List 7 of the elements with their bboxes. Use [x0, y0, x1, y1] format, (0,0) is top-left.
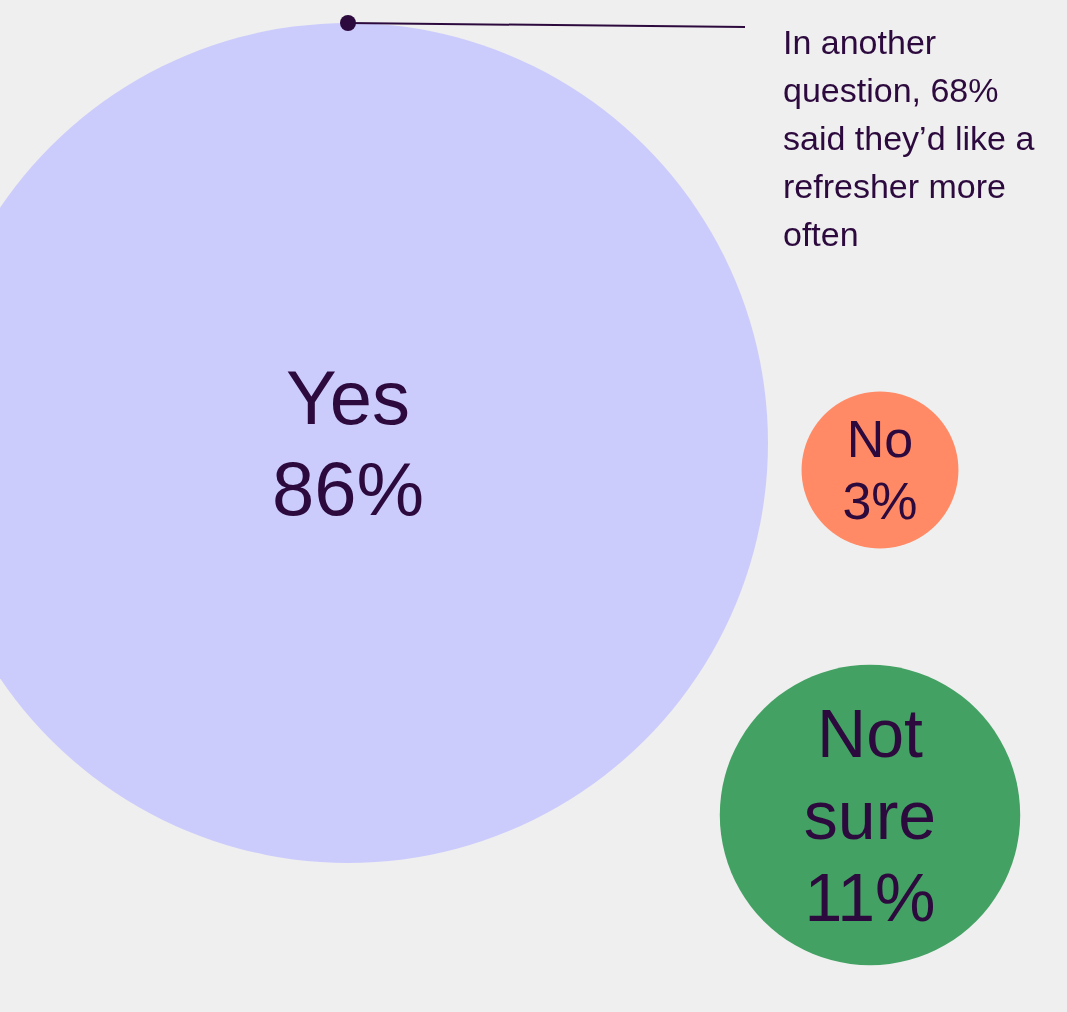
- category-label: No: [846, 409, 914, 468]
- text: In another question, 68% said they’d like a refresher more often: [783, 22, 1036, 255]
- data-label: 86%: [271, 446, 425, 532]
- category-label: Yes: [286, 354, 410, 440]
- category-label: Not sure: [803, 695, 937, 853]
- data-label: 3%: [842, 472, 918, 531]
- data-label: 11%: [804, 858, 936, 935]
